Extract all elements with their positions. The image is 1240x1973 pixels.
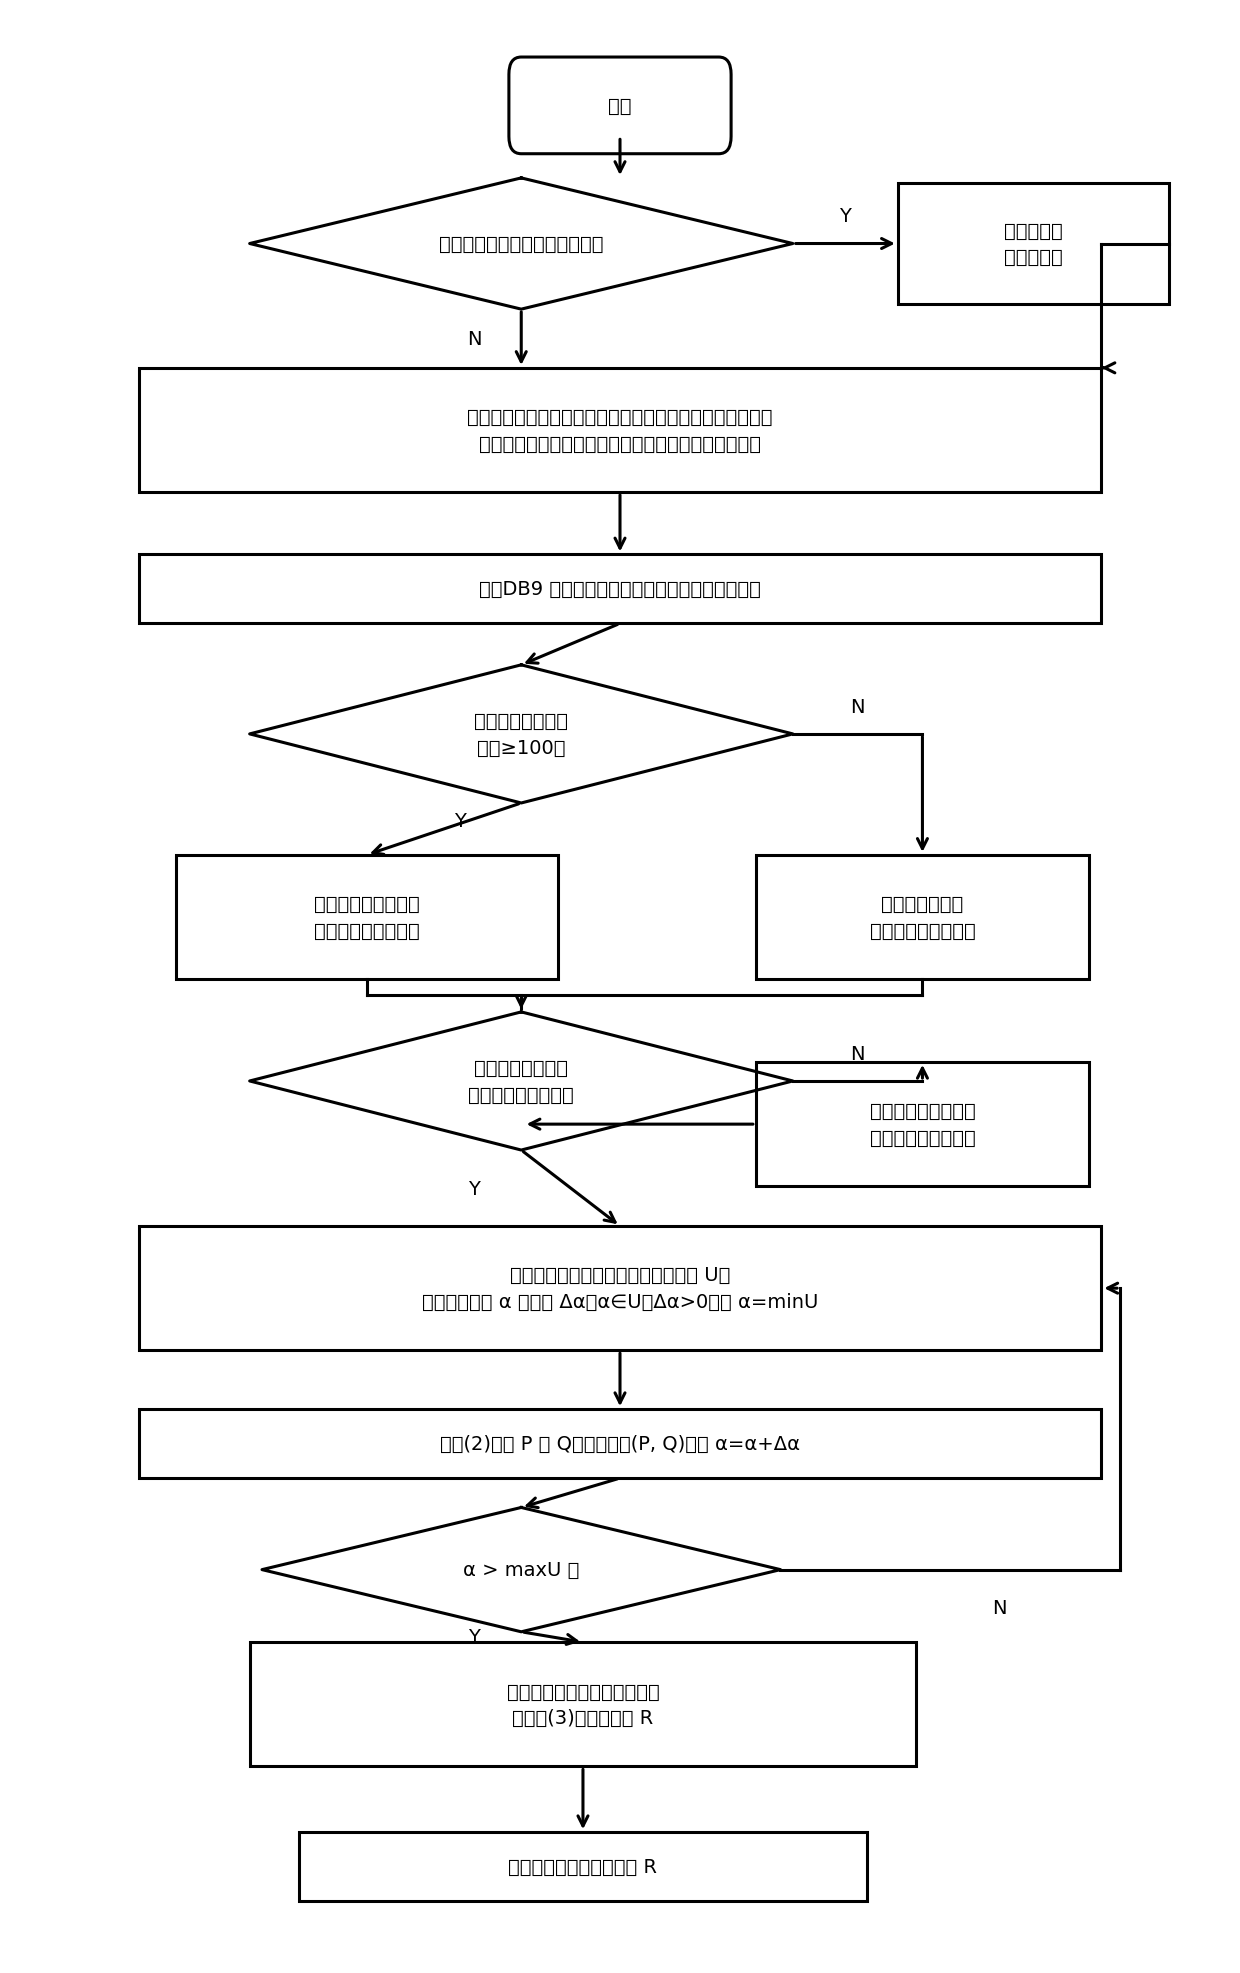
Text: 建立广义应力或
广义强度的隶属函数: 建立广义应力或 广义强度的隶属函数 [869,894,976,941]
Text: N: N [851,696,864,716]
Text: 建立广义应力或广义
强度的概率密度函数: 建立广义应力或广义 强度的概率密度函数 [314,894,420,941]
Text: α > maxU ？: α > maxU ？ [463,1561,579,1578]
Text: 开始: 开始 [609,97,631,116]
FancyBboxPatch shape [508,57,732,154]
Bar [756,856,1089,981]
Bar [139,1227,1101,1352]
Text: 有广义应力、强度的现成数据？: 有广义应力、强度的现成数据？ [439,235,604,255]
Text: 输出可靠度曲线和可靠度 R: 输出可靠度曲线和可靠度 R [508,1857,657,1876]
Text: Y: Y [469,1180,480,1198]
Polygon shape [249,180,792,310]
Bar [299,1833,867,1902]
Bar [249,1642,916,1766]
Text: 由全部序偶构造可靠度曲线，
并按式(3)计算可靠度 R: 由全部序偶构造可靠度曲线， 并按式(3)计算可靠度 R [507,1681,660,1726]
Text: 广义应力、强度的
分布函数都已建立？: 广义应力、强度的 分布函数都已建立？ [469,1060,574,1105]
Polygon shape [249,665,792,803]
Text: 确定广义应力与广义强度的有效论域 U；
确定自由变量 α 的步长 Δα，α∈U，Δα>0；令 α=minU: 确定广义应力与广义强度的有效论域 U； 确定自由变量 α 的步长 Δα，α∈U，… [422,1267,818,1312]
Text: 通过DB9 串口连接线将数据从单片机传送至计算机: 通过DB9 串口连接线将数据从单片机传送至计算机 [479,580,761,600]
Text: 按式(2)计算 P 和 Q，获得序偶(P, Q)；令 α=α+Δα: 按式(2)计算 P 和 Q，获得序偶(P, Q)；令 α=α+Δα [440,1434,800,1454]
Bar [756,1061,1089,1186]
Text: 应力或强度的数据
个数≥100？: 应力或强度的数据 个数≥100？ [474,712,568,758]
Bar [176,856,558,981]
Bar [898,183,1169,304]
Text: 专家给出广义应力或
广义强度的分布函数: 专家给出广义应力或 广义强度的分布函数 [869,1101,976,1148]
Text: 将现成数据
输入计算机: 将现成数据 输入计算机 [1004,221,1063,266]
Text: Y: Y [454,811,465,831]
Polygon shape [249,1012,792,1150]
Text: 利用基于单片机技术的数据采集设备，采集来自产品工作现
场和产品可靠性试验中的广义应力数据和广义强度数据: 利用基于单片机技术的数据采集设备，采集来自产品工作现 场和产品可靠性试验中的广义… [467,408,773,454]
Text: N: N [467,329,481,349]
Bar [139,1409,1101,1478]
Text: Y: Y [839,207,851,227]
Text: Y: Y [469,1628,480,1647]
Text: N: N [992,1598,1007,1618]
Polygon shape [262,1507,780,1632]
Bar [139,554,1101,623]
Text: N: N [851,1044,864,1063]
Bar [139,369,1101,493]
